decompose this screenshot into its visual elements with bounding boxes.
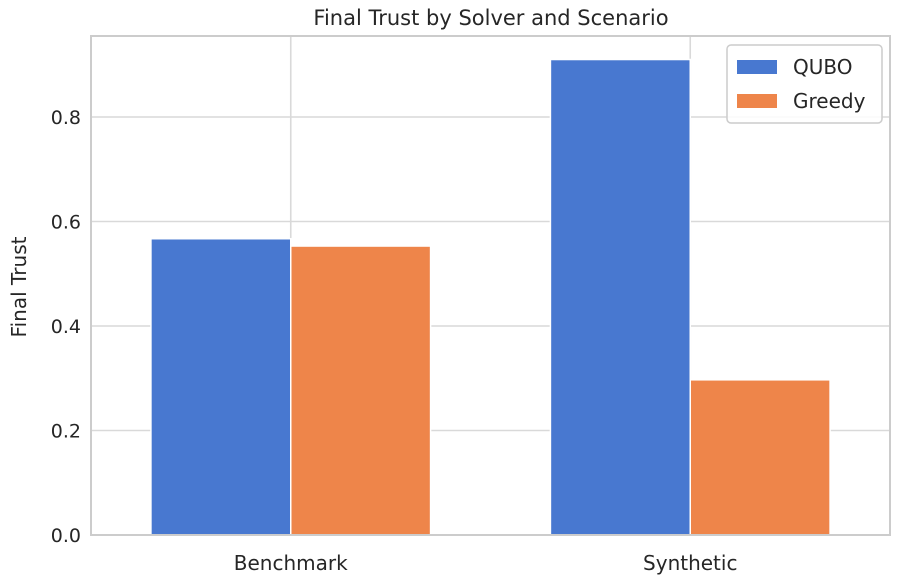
legend-swatch-greedy xyxy=(737,94,777,108)
bars xyxy=(150,58,831,536)
y-tick-label: 0.2 xyxy=(51,420,81,442)
y-tick-label: 0.6 xyxy=(51,211,81,233)
legend-swatch-qubo xyxy=(737,60,777,74)
legend-label-greedy: Greedy xyxy=(793,89,866,113)
y-axis-label: Final Trust xyxy=(7,236,31,337)
chart-title: Final Trust by Solver and Scenario xyxy=(313,6,668,30)
x-tick-label: Synthetic xyxy=(643,551,737,575)
y-tick-labels: 0.0 0.2 0.4 0.6 0.8 xyxy=(51,107,81,547)
y-tick-label: 0.8 xyxy=(51,107,81,129)
bar-qubo-synthetic xyxy=(549,58,691,536)
legend: QUBO Greedy xyxy=(726,44,883,124)
x-tick-labels: Benchmark Synthetic xyxy=(234,551,738,575)
x-tick-label: Benchmark xyxy=(234,551,348,575)
legend-label-qubo: QUBO xyxy=(793,55,853,79)
y-tick-label: 0.4 xyxy=(51,316,81,338)
bar-qubo-benchmark xyxy=(150,237,292,536)
plot-frame xyxy=(90,35,891,536)
y-tick-label: 0.0 xyxy=(51,525,81,547)
bar-greedy-synthetic xyxy=(689,379,831,536)
bar-greedy-benchmark xyxy=(290,245,432,536)
